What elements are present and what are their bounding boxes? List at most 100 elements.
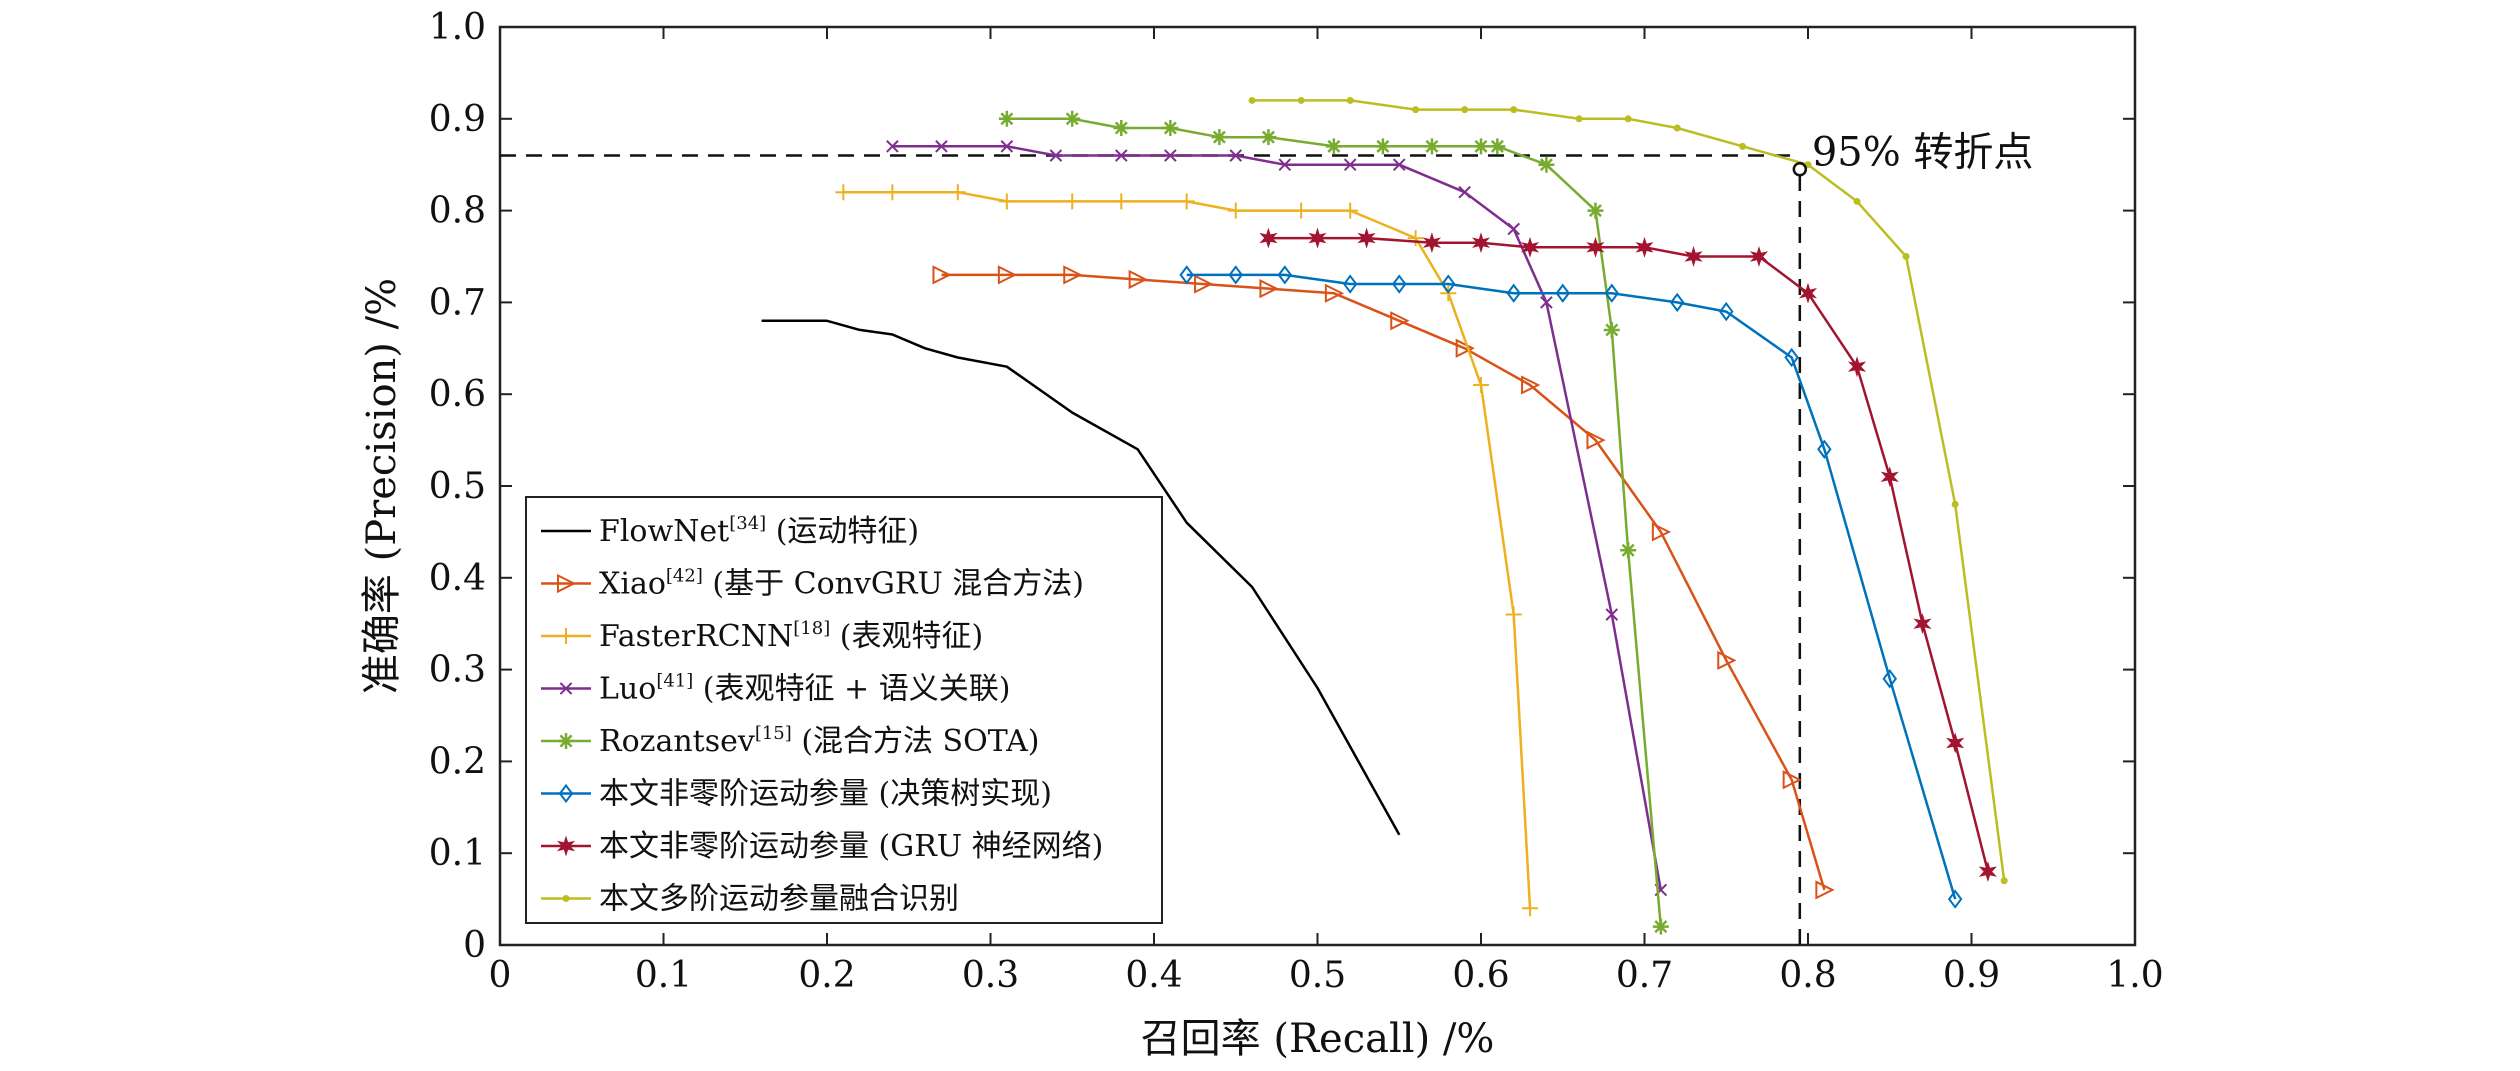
y-tick-label: 0.5 <box>429 466 486 507</box>
x-tick-label: 1.0 <box>2106 955 2163 996</box>
data-point <box>1229 149 1243 162</box>
data-point <box>1798 282 1818 304</box>
series-line <box>1006 117 1663 927</box>
x-tick-label: 0.3 <box>962 955 1019 996</box>
data-point <box>1978 861 1997 883</box>
data-point <box>932 265 952 285</box>
legend-series-name: FlowNet <box>599 514 729 549</box>
legend-note: (GRU 神经网络) <box>869 829 1103 864</box>
data-point <box>558 628 574 644</box>
legend-label: 本文非零阶运动参量 (决策树实现) <box>599 777 1052 812</box>
data-point <box>1902 253 1910 260</box>
x-tick-label: 0.9 <box>1943 955 2000 996</box>
legend-reference: [34] <box>729 513 766 534</box>
data-point <box>1343 158 1357 172</box>
legend-label: 本文多阶运动参量融合识别 <box>599 882 959 917</box>
data-point <box>1357 227 1376 249</box>
data-point <box>1461 106 1469 114</box>
data-point <box>1489 138 1506 155</box>
legend-label: FlowNet[34] (运动特征) <box>599 513 919 549</box>
legend-label: 本文非零阶运动参量 (GRU 神经网络) <box>599 829 1103 864</box>
annotation-label: 95% 转折点 <box>1812 129 2034 175</box>
data-point <box>1194 274 1214 294</box>
legend-series-name: Xiao <box>599 567 666 602</box>
data-point <box>1324 283 1345 303</box>
data-point <box>935 140 948 153</box>
data-point <box>1853 197 1861 205</box>
legend-series-name: 本文非零阶运动参量 <box>599 777 869 812</box>
data-point <box>1540 296 1553 309</box>
data-point <box>1520 236 1540 258</box>
legend-series-name: FasterRCNN <box>599 619 793 654</box>
turning-point-marker <box>1792 162 1808 177</box>
legend-reference: [41] <box>656 671 693 692</box>
series-7 <box>1248 96 2008 885</box>
data-point <box>1342 202 1359 219</box>
data-point <box>2000 877 2008 885</box>
data-point <box>1603 321 1620 338</box>
data-point <box>1049 149 1063 162</box>
series-line <box>761 319 1401 836</box>
data-point <box>1575 115 1583 123</box>
data-point <box>1412 106 1420 114</box>
x-tick-label: 0.5 <box>1289 955 1346 996</box>
data-point <box>1390 311 1410 331</box>
series-3 <box>886 140 1668 897</box>
data-point <box>1815 880 1835 900</box>
y-tick-label: 0.7 <box>429 282 486 323</box>
data-point <box>1880 466 1899 488</box>
data-point <box>1000 140 1014 153</box>
data-point <box>884 184 901 201</box>
data-point <box>1259 279 1279 299</box>
data-point <box>1308 227 1327 249</box>
legend-note: (决策树实现) <box>869 777 1052 812</box>
legend-label: Rozantsev[15] (混合方法 SOTA) <box>599 723 1039 759</box>
data-point <box>1114 149 1128 162</box>
data-point <box>1717 650 1737 671</box>
legend-item: FasterRCNN[18] (表观特征) <box>541 618 983 654</box>
y-tick-label: 0.3 <box>429 650 486 691</box>
y-tick-label: 0 <box>463 925 486 966</box>
data-point <box>1882 669 1897 689</box>
data-point <box>1178 193 1195 210</box>
data-point <box>1211 129 1228 146</box>
data-point <box>1113 119 1130 136</box>
data-point <box>1278 158 1292 172</box>
data-point <box>1455 338 1475 358</box>
data-point <box>1374 138 1391 155</box>
data-point <box>1521 375 1541 395</box>
data-point <box>1784 347 1799 368</box>
data-point <box>1749 246 1769 267</box>
y-tick-label: 0.8 <box>429 191 486 232</box>
data-point <box>835 184 852 201</box>
data-point <box>949 184 966 201</box>
series-1 <box>932 265 1835 900</box>
data-point <box>562 895 570 902</box>
legend-note: (表观特征 + 语义关联) <box>693 672 1010 707</box>
series-line <box>1268 236 1990 872</box>
data-point <box>1342 274 1358 294</box>
data-point <box>1782 770 1802 790</box>
legend-note: (混合方法 SOTA) <box>792 724 1040 759</box>
data-point <box>1346 96 1354 104</box>
axes: 0 0.1 0.2 0.3 0.4 0.5 0.6 0.7 0.8 0.9 1.0 0 0.1 0.2 0.… <box>429 7 2164 996</box>
data-point <box>1277 265 1293 285</box>
data-point <box>1441 274 1456 294</box>
data-point <box>558 783 574 804</box>
data-point <box>1248 96 1256 104</box>
data-point <box>1392 274 1407 294</box>
series-5 <box>1179 265 1963 909</box>
turning-point-annotation: 95% 转折点 <box>1792 129 2034 177</box>
data-point <box>1624 115 1632 123</box>
legend-series-name: 本文非零阶运动参量 <box>599 829 869 864</box>
data-point <box>1951 500 1959 508</box>
data-point <box>1586 236 1605 258</box>
legend-label: FasterRCNN[18] (表观特征) <box>599 618 983 654</box>
legend-reference: [42] <box>666 566 703 587</box>
data-point <box>1164 149 1177 162</box>
data-point <box>1506 283 1521 303</box>
data-point <box>1423 138 1440 155</box>
data-point <box>1651 522 1672 542</box>
data-point <box>1128 269 1148 290</box>
